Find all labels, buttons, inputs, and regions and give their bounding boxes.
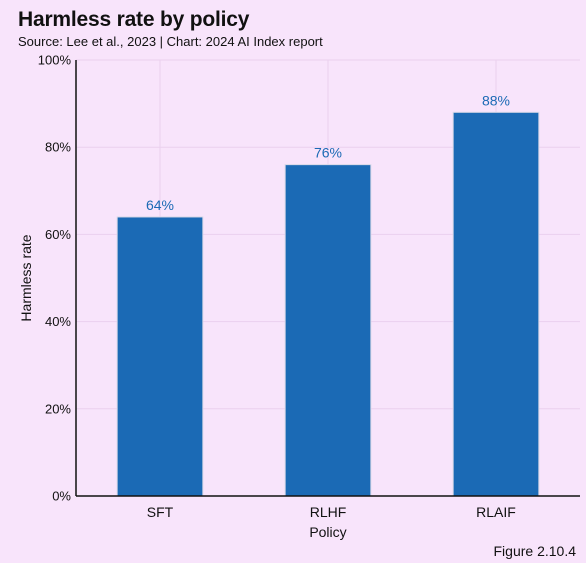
y-axis-title: Harmless rate [18,234,34,321]
x-axis-title: Policy [309,524,346,540]
x-tick-label-rlhf: RLHF [310,504,347,520]
chart-title: Harmless rate by policy [18,8,250,31]
y-tick-label: 20% [45,401,71,416]
chart-subtitle: Source: Lee et al., 2023 | Chart: 2024 A… [18,34,323,49]
y-tick-label: 40% [45,314,71,329]
x-tick-label-sft: SFT [147,504,174,520]
data-label-rlhf: 76% [314,145,342,161]
data-label-sft: 64% [146,197,174,213]
bar-rlaif [452,111,540,497]
y-tick-label: 80% [45,140,71,155]
data-label-rlaif: 88% [482,92,510,108]
y-tick-label: 100% [38,53,72,68]
figure-label: Figure 2.10.4 [493,543,577,559]
bar-rlhf [284,164,372,497]
y-tick-label: 60% [45,227,71,242]
y-tick-label: 0% [52,489,71,504]
bar-sft [116,216,204,497]
x-tick-label-rlaif: RLAIF [476,504,516,520]
